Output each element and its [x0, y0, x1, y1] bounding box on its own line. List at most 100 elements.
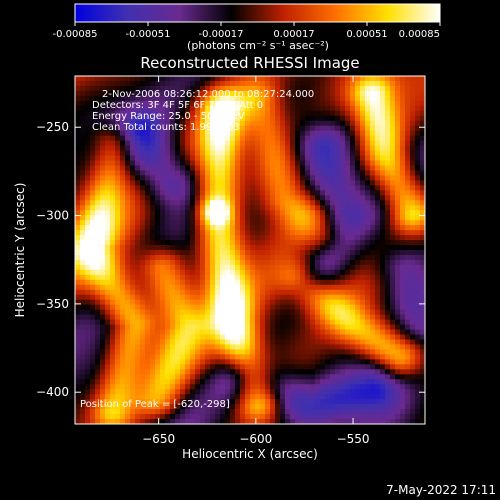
heatmap-cell — [125, 269, 131, 276]
heatmap-cell — [145, 125, 151, 132]
heatmap-cell — [215, 80, 221, 87]
heatmap-cell — [410, 299, 416, 306]
heatmap-cell — [185, 205, 191, 211]
heatmap-cell — [275, 240, 281, 246]
heatmap-cell — [285, 389, 291, 395]
heatmap-cell — [310, 304, 316, 311]
heatmap-cell — [370, 95, 376, 102]
heatmap-cell — [125, 145, 131, 151]
x-tick-label: −600 — [239, 432, 272, 446]
heatmap-cell — [190, 384, 196, 390]
heatmap-cell — [325, 105, 331, 112]
heatmap-cell — [285, 409, 291, 415]
heatmap-cell — [95, 175, 101, 181]
heatmap-cell — [75, 190, 81, 196]
heatmap-cell — [235, 195, 241, 201]
heatmap-cell — [195, 369, 201, 375]
heatmap-cell — [355, 324, 361, 330]
heatmap-cell — [340, 339, 346, 345]
heatmap-cell — [205, 399, 211, 405]
heatmap-cell — [180, 95, 186, 102]
heatmap-cell — [120, 215, 126, 221]
heatmap-cell — [390, 314, 396, 320]
heatmap-cell — [385, 254, 391, 261]
heatmap-cell — [150, 175, 156, 181]
heatmap-cell — [405, 254, 411, 261]
heatmap-cell — [315, 185, 321, 191]
heatmap-cell — [415, 399, 421, 405]
heatmap-cell — [315, 135, 321, 142]
heatmap-cell — [90, 240, 96, 246]
heatmap-cell — [110, 389, 116, 395]
heatmap-cell — [400, 160, 406, 166]
heatmap-cell — [315, 294, 321, 301]
heatmap-cell — [140, 240, 146, 246]
heatmap-cell — [110, 344, 116, 350]
heatmap-cell — [160, 85, 166, 92]
heatmap-cell — [265, 309, 271, 316]
heatmap-cell — [140, 359, 146, 365]
heatmap-cell — [190, 354, 196, 360]
heatmap-cell — [180, 250, 186, 256]
heatmap-cell — [330, 309, 336, 316]
heatmap-cell — [280, 354, 286, 360]
heatmap-cell — [80, 294, 86, 301]
heatmap-cell — [390, 130, 396, 137]
heatmap-cell — [240, 274, 246, 281]
heatmap-cell — [80, 140, 86, 146]
heatmap-cell — [270, 200, 276, 206]
heatmap-cell — [170, 269, 176, 276]
colorbar-tick-label: 0.00085 — [399, 29, 440, 40]
heatmap-cell — [260, 364, 266, 370]
heatmap-cell — [120, 125, 126, 132]
heatmap-cell — [360, 304, 366, 311]
heatmap-cell — [140, 314, 146, 320]
heatmap-cell — [165, 269, 171, 276]
heatmap-cell — [400, 100, 406, 107]
heatmap-cell — [195, 359, 201, 365]
heatmap-cell — [390, 140, 396, 146]
heatmap-cell — [420, 319, 426, 325]
heatmap-cell — [280, 314, 286, 320]
heatmap-cell — [415, 409, 421, 415]
heatmap-cell — [260, 304, 266, 311]
heatmap-cell — [350, 120, 356, 127]
colorbar-units: (photons cm⁻² s⁻¹ asec⁻²) — [187, 39, 329, 52]
heatmap-cell — [75, 319, 81, 325]
heatmap-cell — [240, 205, 246, 211]
heatmap-cell — [390, 145, 396, 151]
heatmap-cell — [180, 230, 186, 236]
heatmap-cell — [100, 294, 106, 301]
heatmap-cell — [125, 140, 131, 146]
heatmap-cell — [360, 245, 366, 251]
heatmap-cell — [345, 334, 351, 340]
heatmap-cell — [345, 379, 351, 385]
heatmap-cell — [315, 215, 321, 221]
heatmap-cell — [395, 150, 401, 156]
heatmap-cell — [395, 304, 401, 311]
heatmap-cell — [90, 289, 96, 296]
heatmap-cell — [375, 334, 381, 340]
heatmap-cell — [140, 354, 146, 360]
heatmap-cell — [85, 140, 91, 146]
heatmap-cell — [280, 299, 286, 306]
heatmap-cell — [380, 289, 386, 296]
heatmap-cell — [135, 314, 141, 320]
heatmap-cell — [175, 324, 181, 330]
heatmap-cell — [150, 225, 156, 231]
heatmap-cell — [285, 299, 291, 306]
heatmap-cell — [200, 105, 206, 112]
heatmap-cell — [85, 135, 91, 142]
heatmap-cell — [295, 374, 301, 380]
heatmap-cell — [400, 264, 406, 271]
heatmap-cell — [210, 259, 216, 266]
heatmap-cell — [270, 105, 276, 112]
heatmap-cell — [250, 195, 256, 201]
heatmap-cell — [295, 155, 301, 161]
heatmap-cell — [385, 399, 391, 405]
heatmap-cell — [275, 274, 281, 281]
heatmap-cell — [350, 264, 356, 271]
heatmap-cell — [125, 130, 131, 137]
heatmap-cell — [320, 304, 326, 311]
heatmap-cell — [420, 309, 426, 316]
